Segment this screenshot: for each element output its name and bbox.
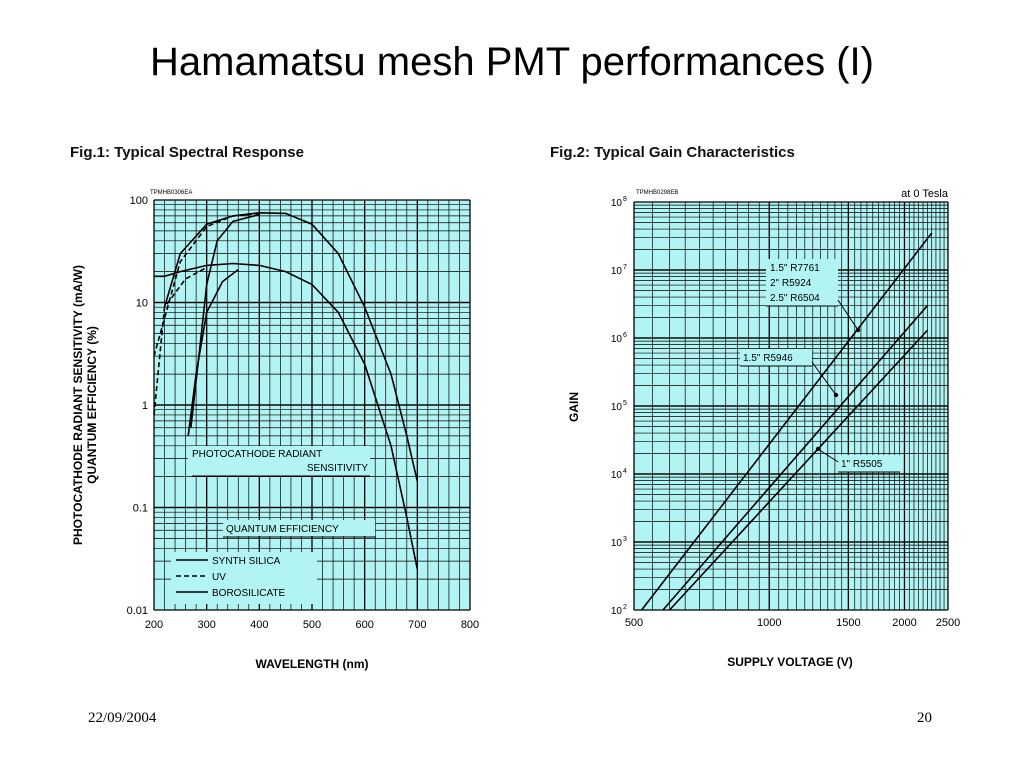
fig2-title: Fig.2: Typical Gain Characteristics <box>550 144 795 161</box>
fig2-x-tick-label: 2000 <box>892 617 916 629</box>
fig2-series-label-box <box>740 349 812 366</box>
fig2-series-line <box>668 329 929 611</box>
fig2-series-pointer <box>817 448 839 463</box>
fig1-x-tick-label: 400 <box>250 619 268 631</box>
fig2-y-tick-label: 10 <box>611 198 623 209</box>
fig2-series-pointer <box>837 299 859 331</box>
fig1-x-tick-label: 200 <box>145 619 163 631</box>
fig1-series-line <box>163 211 419 482</box>
sensitivity-annotation-text: PHOTOCATHODE RADIANT <box>192 449 322 460</box>
fig2-y-tick-exponent: 4 <box>623 468 627 475</box>
fig2-series-label: 2" R5924 <box>770 278 812 289</box>
fig2-series-pointer-dot <box>815 446 821 452</box>
fig1-x-tick-label: 600 <box>355 619 373 631</box>
fig2-series-label-box <box>838 455 900 472</box>
fig1-y-tick-label: 1 <box>142 400 148 412</box>
fig2-x-tick-label: 500 <box>625 617 643 629</box>
fig2-y-tick-exponent: 3 <box>623 536 627 543</box>
fig2-x-axis-label: SUPPLY VOLTAGE (V) <box>727 655 853 669</box>
fig2-series-label-box <box>766 259 838 306</box>
fig2-series-label: 2.5" R6504 <box>770 293 820 304</box>
slide-title: Hamamatsu mesh PMT performances (I) <box>150 40 874 84</box>
fig2-series-pointer <box>811 361 837 396</box>
fig2-series-pointer-dot <box>855 327 861 333</box>
fig2-x-tick-label: 1000 <box>757 617 781 629</box>
fig2-y-tick-label: 10 <box>611 334 623 345</box>
fig2-y-tick-label: 10 <box>611 538 623 549</box>
qe-annotation-box <box>223 520 375 536</box>
fig2-y-tick-label: 10 <box>611 606 623 617</box>
fig2-y-tick-exponent: 5 <box>623 400 627 407</box>
sensitivity-annotation-box <box>188 446 370 476</box>
fig1-x-tick-label: 300 <box>197 619 215 631</box>
fig2-series-label: 1" R5505 <box>841 459 883 470</box>
fig1-x-axis-label: WAVELENGTH (nm) <box>255 657 368 671</box>
fig1-y-tick-label: 0.01 <box>127 605 148 617</box>
qe-annotation-text: QUANTUM EFFICIENCY <box>226 524 339 535</box>
fig2-x-tick-label: 1500 <box>836 617 860 629</box>
fig2-condition-label: at 0 Tesla <box>901 188 949 200</box>
fig2-y-tick-label: 10 <box>611 402 623 413</box>
fig1-legend-label: BOROSILICATE <box>212 588 285 599</box>
sensitivity-annotation-text: SENSITIVITY <box>307 463 368 474</box>
fig1-y-axis-label-2: QUANTUM EFFICIENCY (%) <box>85 326 99 484</box>
fig2-y-tick-exponent: 7 <box>623 264 627 271</box>
fig2-series-label: 1.5" R5946 <box>743 353 793 364</box>
fig1-x-tick-label: 500 <box>303 619 321 631</box>
fig1-series-line <box>154 262 419 570</box>
fig1-legend-label: UV <box>212 572 226 583</box>
fig1-y-tick-label: 100 <box>130 195 148 207</box>
fig2-series-line <box>662 305 929 611</box>
fig1-series-line <box>153 266 208 415</box>
fig2-y-tick-exponent: 2 <box>623 604 627 611</box>
fig2-series-label: 1.5" R7761 <box>770 263 820 274</box>
fig2-y-axis-label: GAIN <box>567 392 581 422</box>
fig1-x-tick-label: 700 <box>408 619 426 631</box>
fig2-y-tick-exponent: 6 <box>623 332 627 339</box>
fig2-y-tick-exponent: 8 <box>623 196 627 203</box>
slide-date: 22/09/2004 <box>88 710 157 726</box>
fig1-title: Fig.1: Typical Spectral Response <box>70 144 304 161</box>
page-number: 20 <box>917 710 932 726</box>
fig1-y-axis-label-1: PHOTOCATHODE RADIANT SENSITIVITY (mA/W) <box>71 265 85 545</box>
fig1-y-tick-label: 0.1 <box>133 503 148 515</box>
fig1-y-tick-label: 10 <box>136 298 148 310</box>
fig1-series-line <box>187 268 239 437</box>
fig1-code-label: TPMHB0306EA <box>150 190 192 196</box>
fig1-x-tick-label: 800 <box>461 619 479 631</box>
fig2-x-tick-label: 2500 <box>936 617 960 629</box>
fig2-y-tick-label: 10 <box>611 470 623 481</box>
fig2-y-tick-label: 10 <box>611 266 623 277</box>
fig1-legend-label: SYNTH SILICA <box>212 556 281 567</box>
fig2-code-label: TPMHB0298EB <box>636 190 678 196</box>
fig2-series-pointer-dot <box>833 392 839 398</box>
fig2-series-line <box>641 232 933 611</box>
